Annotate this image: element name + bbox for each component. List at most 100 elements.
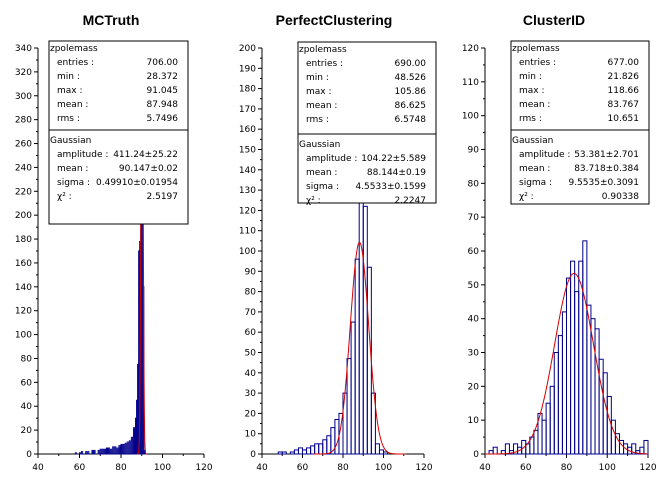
histogram-panel: ClusterID 0 10 20 30 40 50 60 70 80 90 100 110 120 40 6… <box>462 12 657 473</box>
stats-row-label: entries : <box>57 58 94 68</box>
y-tick-label: 140 <box>15 283 32 293</box>
stats-box-frame <box>297 41 437 204</box>
histogram-bin <box>322 439 328 455</box>
y-tick-label: 70 <box>468 213 480 223</box>
histogram-bin <box>610 419 616 455</box>
stats-fit-label: sigma : <box>519 178 552 188</box>
stats-box: zpolemass entries : 677.00 min : 21.826 max :… <box>510 40 650 205</box>
stats-histogram-name: zpolemass <box>299 45 347 55</box>
stats-fit-value: 9.5535±0.3091 <box>568 178 639 188</box>
histogram-bin <box>101 448 104 455</box>
histogram-bin <box>533 429 539 455</box>
histogram-bin <box>130 436 133 455</box>
stats-box-frame <box>510 40 650 205</box>
histogram-bin <box>79 452 82 455</box>
y-tick-label: 90 <box>245 267 257 277</box>
y-tick-label: 110 <box>239 227 256 237</box>
histogram-bin <box>318 443 324 455</box>
x-tick-label: 120 <box>639 463 656 473</box>
histogram-bin <box>85 451 88 455</box>
histogram-bin <box>557 335 563 455</box>
histogram-bin <box>81 451 84 455</box>
histogram-bin <box>143 449 146 455</box>
y-tick-label: 0 <box>250 450 256 460</box>
x-tick-label: 80 <box>337 463 349 473</box>
histogram-bin <box>606 395 612 455</box>
y-tick-label: 100 <box>15 331 32 341</box>
histogram-bin <box>314 443 320 455</box>
gaussian-fit-curve <box>485 272 649 455</box>
y-tick-label: 160 <box>15 259 32 269</box>
y-tick-label: 40 <box>468 315 480 325</box>
y-tick-label: 280 <box>15 116 32 126</box>
stats-row-label: entries : <box>306 59 343 69</box>
stats-fit-value: 2.5197 <box>147 192 179 202</box>
stats-histogram-name: zpolemass <box>512 44 560 54</box>
stats-row-label: min : <box>57 72 80 82</box>
histogram-bin <box>302 449 308 455</box>
y-tick-label: 150 <box>239 146 256 156</box>
y-tick-label: 200 <box>15 211 32 221</box>
histogram-bin <box>112 446 115 455</box>
stats-fit-value: 0.49910±0.01954 <box>96 178 178 188</box>
stats-fit-label: amplitude : <box>57 150 108 160</box>
histogram-bin <box>549 385 555 455</box>
stats-row-label: max : <box>306 87 332 97</box>
histogram-bin <box>110 448 113 455</box>
stats-fit-label: χ² : <box>306 196 321 206</box>
stats-fit-value: 90.147±0.02 <box>119 164 178 174</box>
y-tick-label: 80 <box>21 354 33 364</box>
histogram-bin <box>553 352 559 455</box>
x-tick-label: 80 <box>561 463 573 473</box>
y-tick-label: 340 <box>15 44 32 54</box>
y-tick-label: 260 <box>15 140 32 150</box>
x-tick-label: 80 <box>115 463 127 473</box>
x-tick-label: 60 <box>74 463 86 473</box>
stats-fit-name: Gaussian <box>512 136 553 146</box>
y-tick-label: 120 <box>239 206 256 216</box>
y-tick-label: 240 <box>15 163 32 173</box>
histogram-bin <box>374 443 380 455</box>
histogram-bin <box>598 358 604 455</box>
histogram-bin <box>631 443 637 455</box>
y-tick-label: 20 <box>468 382 480 392</box>
stats-row-label: mean : <box>306 101 337 111</box>
y-tick-label: 60 <box>468 247 480 257</box>
histogram-bin <box>99 448 102 455</box>
y-tick-label: 160 <box>239 125 256 135</box>
stats-fit-label: χ² : <box>57 192 72 202</box>
y-tick-label: 50 <box>468 281 480 291</box>
histogram-bin <box>378 449 385 455</box>
histogram-bin <box>561 311 567 455</box>
y-tick-label: 70 <box>245 308 257 318</box>
histogram-bin <box>289 451 295 455</box>
histogram-bin <box>362 205 368 455</box>
histogram-bin <box>570 260 576 455</box>
histogram-bin <box>120 443 123 455</box>
stats-row-label: min : <box>306 73 329 83</box>
histogram-bin <box>643 439 649 455</box>
stats-row-value: 6.5748 <box>395 115 427 125</box>
x-tick-label: 120 <box>195 463 212 473</box>
stats-row-value: 28.372 <box>147 72 179 82</box>
histogram-bin <box>350 321 356 455</box>
y-tick-label: 120 <box>15 307 32 317</box>
stats-row-value: 5.7496 <box>147 114 179 124</box>
histogram-bin <box>128 440 131 455</box>
x-tick-label: 40 <box>32 463 44 473</box>
histogram-bin <box>346 358 352 455</box>
stats-row-label: mean : <box>519 100 550 110</box>
y-tick-label: 60 <box>245 328 257 338</box>
histogram-bin <box>108 447 111 455</box>
y-tick-label: 40 <box>245 369 257 379</box>
y-tick-label: 320 <box>15 68 32 78</box>
y-tick-label: 20 <box>21 426 33 436</box>
y-tick-label: 30 <box>468 349 480 359</box>
stats-fit-label: sigma : <box>306 182 339 192</box>
stats-fit-label: amplitude : <box>519 150 570 160</box>
stats-fit-label: χ² : <box>519 192 534 202</box>
stats-row-value: 91.045 <box>147 86 179 96</box>
y-tick-label: 50 <box>245 349 257 359</box>
chart-title: PerfectClustering <box>276 12 393 28</box>
histogram-bin <box>293 449 299 455</box>
